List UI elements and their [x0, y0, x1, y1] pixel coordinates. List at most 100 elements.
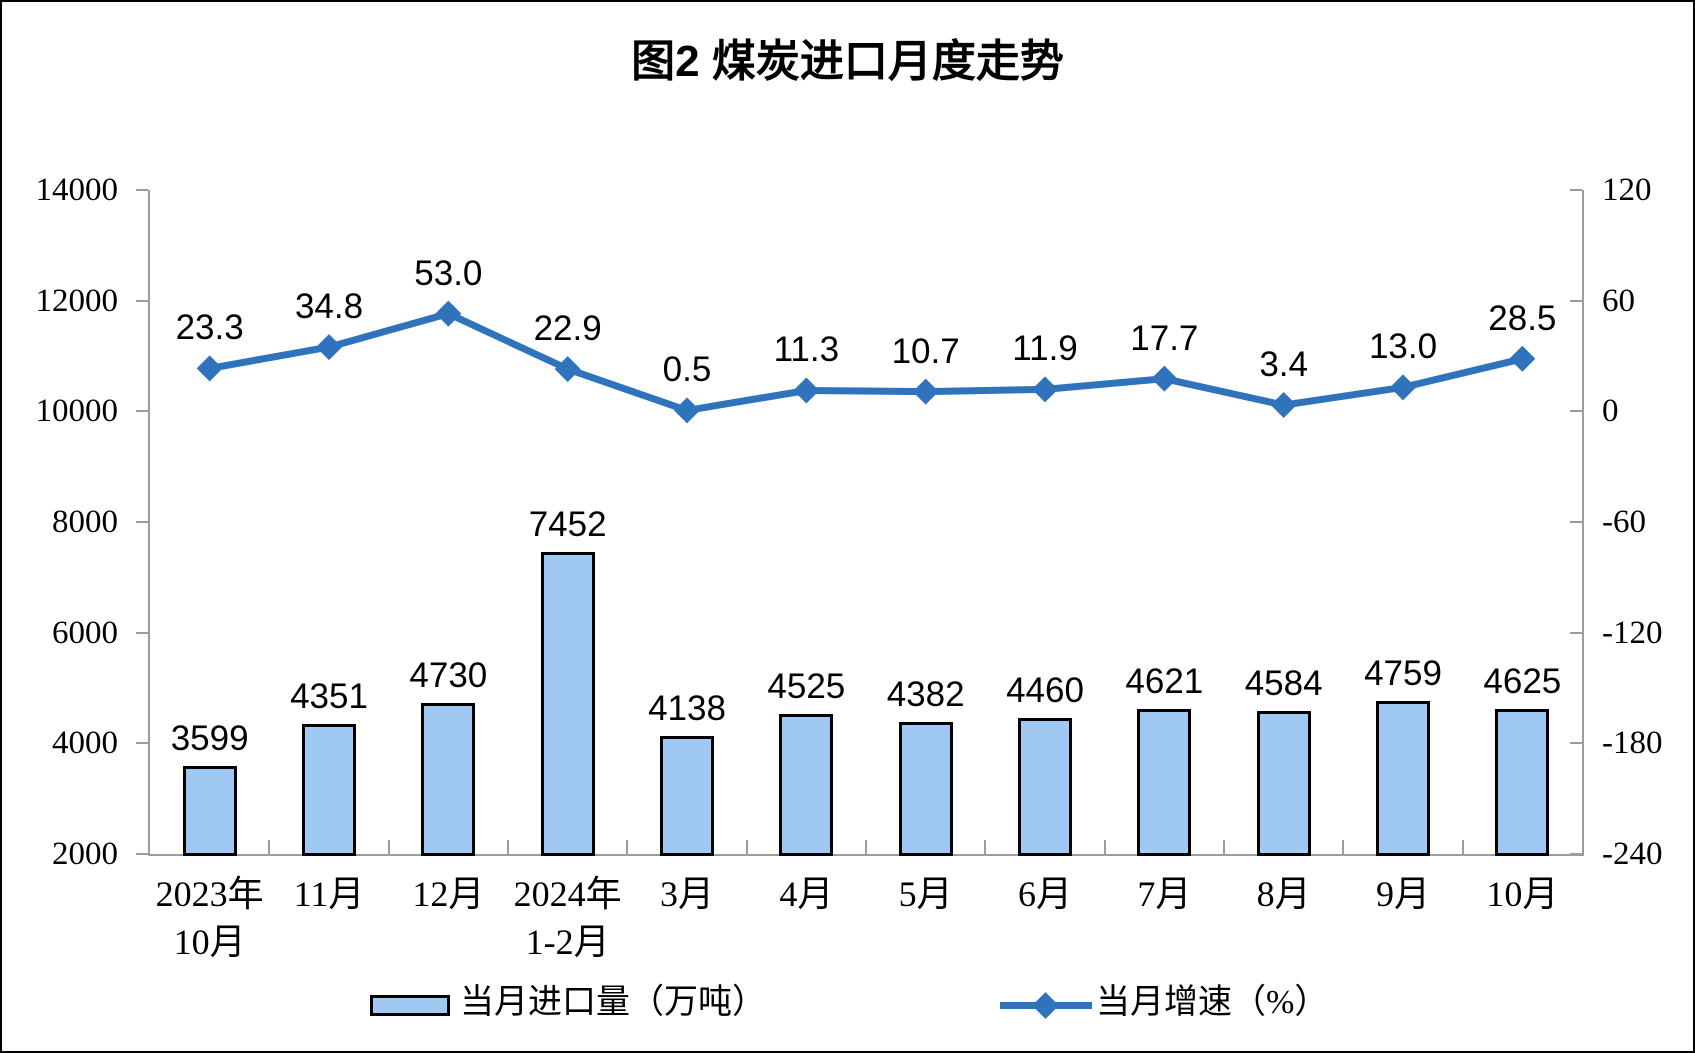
- bar: [302, 723, 356, 856]
- growth-value-label: 28.5: [1488, 298, 1557, 338]
- bar: [182, 765, 237, 856]
- bar-value-label: 4625: [1483, 661, 1562, 701]
- diamond-marker-icon: [1270, 392, 1297, 419]
- growth-value-label: 11.3: [773, 330, 840, 370]
- y-axis-right-tick: [1570, 189, 1582, 191]
- x-axis-tick: [984, 840, 987, 854]
- chart-title: 图2 煤炭进口月度走势: [631, 37, 1064, 86]
- bar-value-label: 4382: [886, 675, 965, 715]
- x-axis-label: 1-2月: [525, 922, 610, 962]
- diamond-marker-icon: [554, 356, 581, 383]
- bar-value-label: 4138: [648, 688, 726, 728]
- bar: [421, 702, 476, 856]
- y-axis-right-tick: [1570, 742, 1582, 745]
- x-axis-tick: [626, 840, 629, 854]
- y-axis-left-tick-label: 10000: [35, 393, 119, 430]
- bar: [1137, 708, 1192, 856]
- x-axis-label: 9月: [1375, 874, 1431, 914]
- y-axis-left-tick-label: 2000: [52, 836, 118, 872]
- y-axis-left-tick-label: 8000: [52, 504, 118, 540]
- y-axis-left-tick-label: 4000: [52, 725, 118, 762]
- x-axis-tick: [1103, 840, 1106, 854]
- x-axis-tick: [1342, 840, 1345, 854]
- y-axis-right-tick-label: 120: [1602, 172, 1652, 208]
- diamond-marker-icon: [912, 378, 939, 405]
- bar: [540, 552, 595, 856]
- line-legend-diamond-icon: [1032, 992, 1059, 1019]
- x-axis-label: 4月: [779, 874, 834, 914]
- y-axis-left: [148, 190, 150, 856]
- x-axis-label: 11月: [293, 874, 365, 914]
- x-axis-tick: [1223, 840, 1225, 854]
- growth-value-label: 13.0: [1368, 327, 1438, 367]
- bar-value-label: 4525: [767, 667, 846, 707]
- growth-value-label: 34.8: [294, 287, 364, 327]
- y-axis-left-tick: [136, 410, 148, 413]
- x-axis-label: 2024年: [513, 874, 622, 914]
- y-axis-right-tick: [1570, 299, 1582, 302]
- x-axis-tick: [268, 840, 271, 854]
- x-axis-label: 2023年: [155, 874, 264, 914]
- y-axis-right-tick: [1570, 853, 1582, 855]
- diamond-marker-icon: [1151, 365, 1178, 392]
- x-axis-label: 10月: [173, 922, 246, 962]
- y-axis-right-tick-label: -60: [1602, 504, 1646, 540]
- diamond-marker-icon: [793, 377, 820, 404]
- y-axis-left-tick: [136, 742, 148, 745]
- x-axis-label: 7月: [1137, 874, 1192, 914]
- x-axis-tick: [745, 840, 748, 854]
- bar: [1018, 717, 1072, 856]
- bar-value-label: 3599: [170, 718, 249, 758]
- y-axis-left-tick-label: 12000: [35, 282, 119, 319]
- y-axis-right-tick: [1570, 410, 1582, 413]
- bar: [1256, 711, 1311, 856]
- bar-value-label: 4759: [1364, 654, 1442, 694]
- x-axis: [148, 854, 1584, 856]
- x-axis-label: 6月: [1017, 874, 1073, 914]
- growth-value-label: 10.7: [891, 331, 960, 371]
- growth-value-label: 17.7: [1130, 318, 1199, 358]
- bar-value-label: 7452: [528, 505, 607, 545]
- bar: [1495, 708, 1550, 856]
- y-axis-left-tick: [136, 189, 148, 191]
- bar-value-label: 4460: [1006, 670, 1084, 710]
- x-axis-label: 10月: [1486, 874, 1559, 914]
- bar: [779, 714, 834, 856]
- bar-value-label: 4730: [409, 655, 488, 695]
- diamond-marker-icon: [1509, 345, 1536, 372]
- bar-value-label: 4621: [1125, 661, 1204, 701]
- y-axis-left-tick-label: 14000: [35, 172, 119, 208]
- y-axis-right-tick: [1570, 521, 1582, 523]
- y-axis-left-tick-label: 6000: [52, 614, 118, 651]
- growth-value-label: 22.9: [533, 309, 602, 349]
- bar: [898, 722, 953, 856]
- diamond-marker-icon: [674, 397, 700, 424]
- y-axis-left-tick: [136, 299, 148, 302]
- bar: [1376, 701, 1430, 856]
- y-axis-right-tick-label: -180: [1602, 725, 1663, 762]
- diamond-marker-icon: [435, 300, 462, 327]
- bar-value-label: 4351: [290, 676, 368, 716]
- x-axis-tick: [387, 840, 390, 854]
- x-axis-label: 12月: [412, 874, 485, 914]
- y-axis-right-tick: [1570, 631, 1582, 634]
- growth-value-label: 53.0: [414, 253, 483, 293]
- growth-value-label: 0.5: [662, 350, 712, 390]
- growth-value-label: 23.3: [175, 308, 244, 348]
- y-axis-right-tick-label: 0: [1602, 393, 1619, 430]
- growth-line: [209, 310, 1524, 414]
- y-axis-right: [1582, 190, 1584, 856]
- x-axis-tick: [507, 840, 509, 854]
- bar-legend-swatch-icon: [370, 995, 450, 1016]
- line-legend-label: 当月增速（%）: [1096, 984, 1329, 1021]
- y-axis-right-tick-label: 60: [1602, 282, 1635, 319]
- bar-value-label: 4584: [1244, 664, 1323, 704]
- diamond-marker-icon: [196, 355, 223, 382]
- x-axis-tick: [865, 840, 867, 854]
- diamond-marker-icon: [1390, 374, 1416, 401]
- growth-value-label: 3.4: [1259, 345, 1308, 385]
- x-axis-label: 5月: [898, 874, 953, 914]
- x-axis-label: 3月: [659, 874, 715, 914]
- bar-legend-label: 当月进口量（万吨）: [460, 984, 766, 1021]
